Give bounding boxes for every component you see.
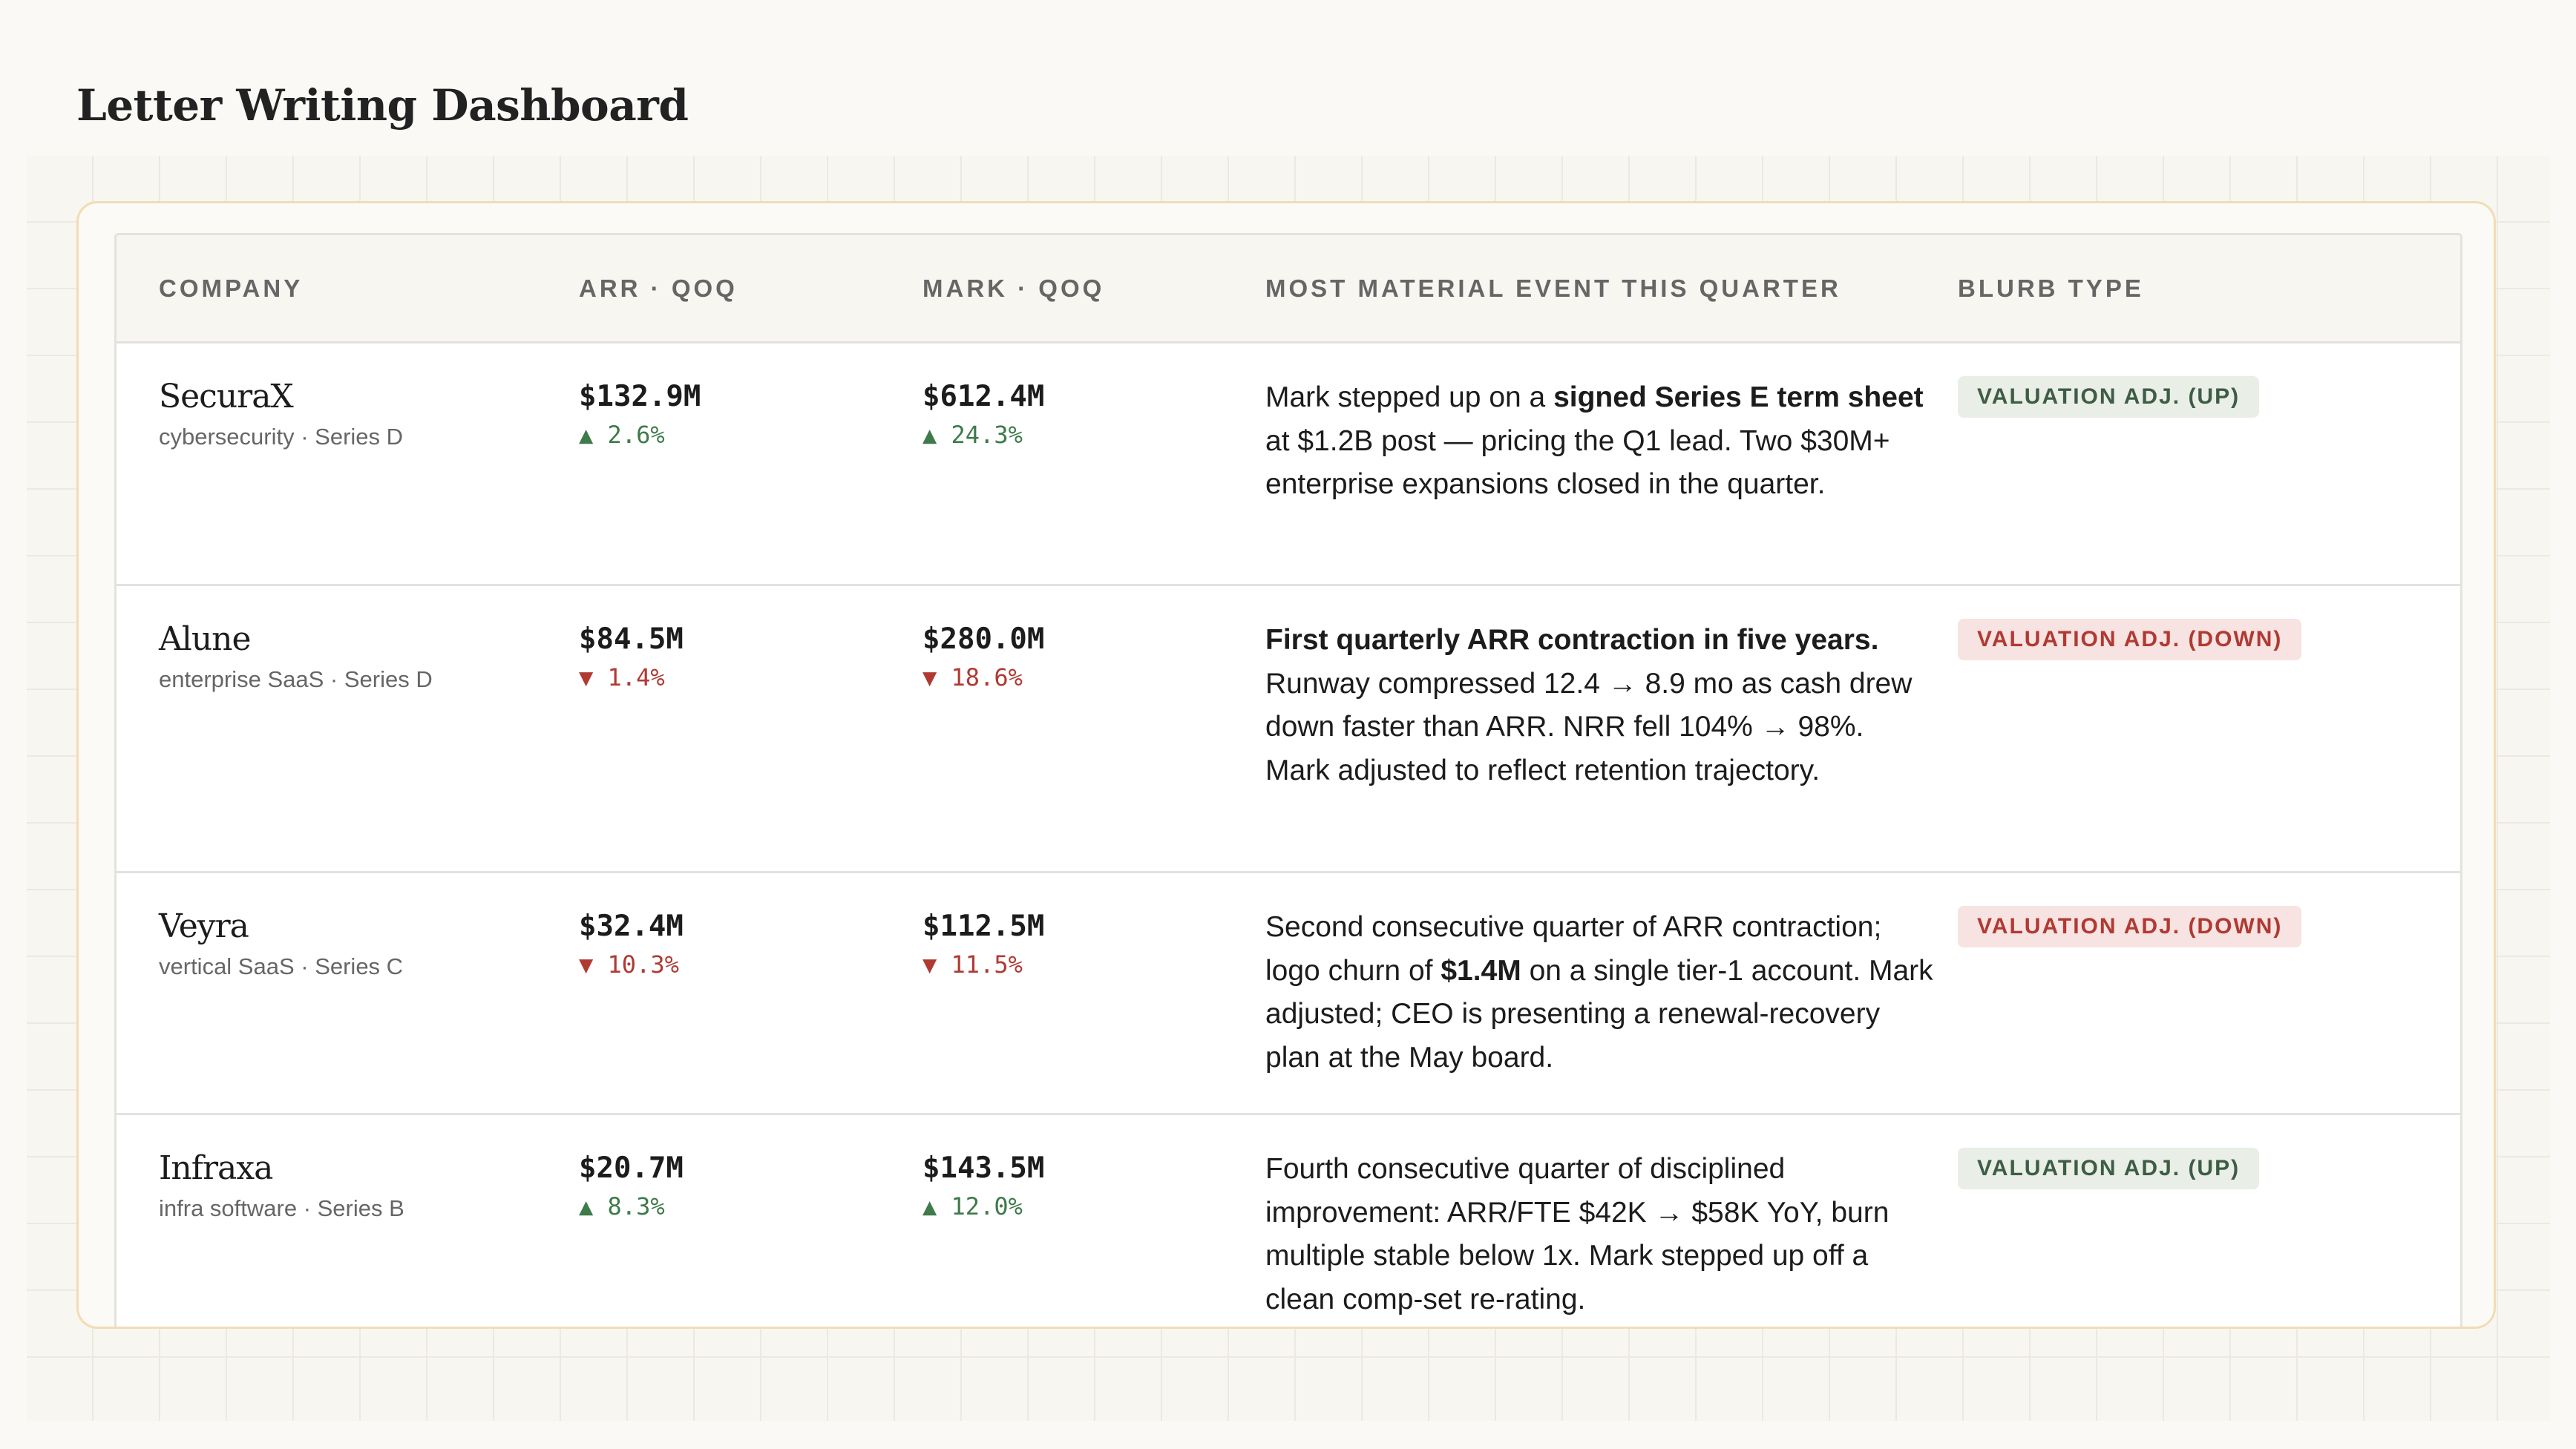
event-cell: Fourth consecutive quarter of discipline… xyxy=(1265,1148,1933,1321)
company-cell: SecuraX cybersecurity · Series D xyxy=(159,376,403,450)
mark-cell: $112.5M ▼ 11.5% xyxy=(922,906,1044,979)
arr-value: $84.5M xyxy=(579,622,684,656)
table-row[interactable]: SecuraX cybersecurity · Series D $132.9M… xyxy=(117,344,2460,586)
company-sector-stage: enterprise SaaS · Series D xyxy=(159,666,433,692)
mark-qoq-change: ▲ 12.0% xyxy=(922,1192,1023,1220)
company-name[interactable]: Alune xyxy=(159,620,252,658)
event-description: First quarterly ARR contraction in five … xyxy=(1265,619,1933,792)
dashboard-panel: COMPANY ARR · QOQ MARK · QOQ MOST MATERI… xyxy=(76,201,2496,1329)
mark-qoq-change: ▲ 24.3% xyxy=(922,421,1023,449)
arr-qoq-change: ▼ 10.3% xyxy=(579,950,679,979)
page-title: Letter Writing Dashboard xyxy=(76,80,689,131)
company-sector-stage: vertical SaaS · Series C xyxy=(159,953,404,979)
mark-qoq-change: ▼ 18.6% xyxy=(922,663,1023,691)
header-blurb-type[interactable]: BLURB TYPE xyxy=(1958,275,2144,302)
company-cell: Infraxa infra software · Series B xyxy=(159,1148,404,1222)
event-text: on a single tier-1 account. Mark adjuste… xyxy=(1265,954,1933,1074)
arr-value: $132.9M xyxy=(579,380,701,413)
header-event[interactable]: MOST MATERIAL EVENT THIS QUARTER xyxy=(1265,275,1841,302)
table-body: SecuraX cybersecurity · Series D $132.9M… xyxy=(117,344,2460,1327)
event-description: Second consecutive quarter of ARR contra… xyxy=(1265,906,1933,1080)
event-text: Runway compressed 12.4 → 8.9 mo as cash … xyxy=(1265,667,1913,786)
header-mark[interactable]: MARK · QOQ xyxy=(922,275,1105,302)
mark-cell: $143.5M ▲ 12.0% xyxy=(922,1148,1044,1220)
arr-value: $32.4M xyxy=(579,910,684,943)
mark-qoq-change: ▼ 11.5% xyxy=(922,950,1023,979)
blurb-type-badge[interactable]: VALUATION ADJ. (DOWN) xyxy=(1958,619,2302,660)
arr-qoq-change: ▲ 8.3% xyxy=(579,1192,665,1220)
mark-cell: $612.4M ▲ 24.3% xyxy=(922,376,1044,449)
table-row[interactable]: Alune enterprise SaaS · Series D $84.5M … xyxy=(117,586,2460,873)
table-header: COMPANY ARR · QOQ MARK · QOQ MOST MATERI… xyxy=(117,235,2460,344)
company-cell: Alune enterprise SaaS · Series D xyxy=(159,619,433,693)
event-description: Fourth consecutive quarter of discipline… xyxy=(1265,1148,1933,1321)
mark-value: $612.4M xyxy=(922,380,1045,413)
event-emphasis: signed Series E term sheet xyxy=(1553,381,1924,413)
arr-cell: $132.9M ▲ 2.6% xyxy=(579,376,701,449)
header-arr[interactable]: ARR · QOQ xyxy=(579,275,738,302)
event-text: Second consecutive quarter of ARR contra… xyxy=(1265,911,1882,987)
event-cell: First quarterly ARR contraction in five … xyxy=(1265,619,1933,792)
arr-cell: $32.4M ▼ 10.3% xyxy=(579,906,684,979)
blurb-type-cell: VALUATION ADJ. (DOWN) xyxy=(1958,906,2302,947)
event-text: Mark stepped up on a xyxy=(1265,381,1554,413)
arr-qoq-change: ▼ 1.4% xyxy=(579,663,665,691)
table-row[interactable]: Veyra vertical SaaS · Series C $32.4M ▼ … xyxy=(117,873,2460,1115)
event-cell: Second consecutive quarter of ARR contra… xyxy=(1265,906,1933,1080)
header-company[interactable]: COMPANY xyxy=(159,275,304,302)
blurb-type-badge[interactable]: VALUATION ADJ. (DOWN) xyxy=(1958,906,2302,947)
arr-value: $20.7M xyxy=(579,1151,684,1185)
company-name[interactable]: SecuraX xyxy=(159,378,294,415)
portfolio-table: COMPANY ARR · QOQ MARK · QOQ MOST MATERI… xyxy=(114,233,2462,1327)
event-cell: Mark stepped up on a signed Series E ter… xyxy=(1265,376,1933,507)
arr-cell: $84.5M ▼ 1.4% xyxy=(579,619,684,691)
event-text: Fourth consecutive quarter of discipline… xyxy=(1265,1153,1890,1315)
blurb-type-badge[interactable]: VALUATION ADJ. (UP) xyxy=(1958,376,2260,418)
arr-qoq-change: ▲ 2.6% xyxy=(579,421,665,449)
blurb-type-cell: VALUATION ADJ. (UP) xyxy=(1958,376,2260,418)
event-emphasis: $1.4M xyxy=(1441,954,1521,987)
company-name[interactable]: Infraxa xyxy=(159,1149,273,1187)
event-emphasis: First quarterly ARR contraction in five … xyxy=(1265,624,1879,656)
event-text: at $1.2B post — pricing the Q1 lead. Two… xyxy=(1265,424,1890,501)
blurb-type-cell: VALUATION ADJ. (DOWN) xyxy=(1958,619,2302,660)
mark-value: $143.5M xyxy=(922,1151,1045,1185)
company-name[interactable]: Veyra xyxy=(159,907,249,945)
mark-value: $112.5M xyxy=(922,910,1045,943)
blurb-type-cell: VALUATION ADJ. (UP) xyxy=(1958,1148,2260,1189)
company-sector-stage: infra software · Series B xyxy=(159,1195,404,1221)
event-description: Mark stepped up on a signed Series E ter… xyxy=(1265,376,1933,507)
mark-value: $280.0M xyxy=(922,622,1045,656)
table-row[interactable]: Infraxa infra software · Series B $20.7M… xyxy=(117,1115,2460,1327)
blurb-type-badge[interactable]: VALUATION ADJ. (UP) xyxy=(1958,1148,2260,1189)
company-cell: Veyra vertical SaaS · Series C xyxy=(159,906,403,980)
company-sector-stage: cybersecurity · Series D xyxy=(159,424,404,450)
arr-cell: $20.7M ▲ 8.3% xyxy=(579,1148,684,1220)
mark-cell: $280.0M ▼ 18.6% xyxy=(922,619,1044,691)
